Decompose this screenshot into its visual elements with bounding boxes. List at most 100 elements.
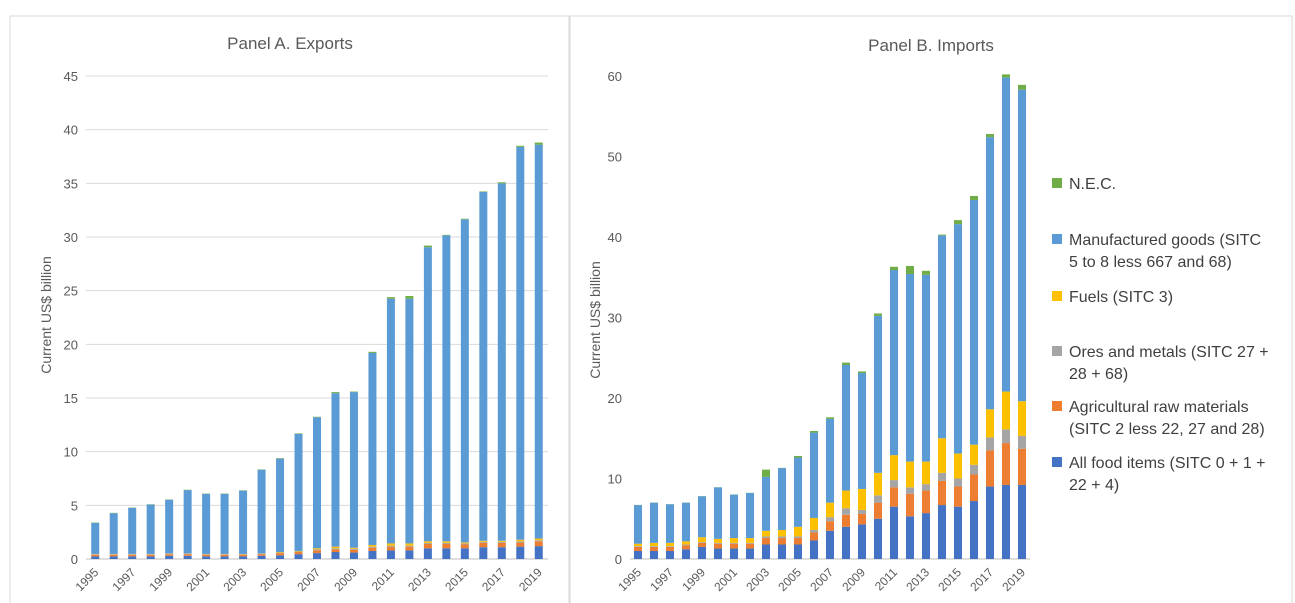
panel-b-bar-2011-series-1	[890, 487, 898, 507]
panel-a-bar-1997-series-0	[128, 556, 137, 559]
panel-a-bar-2008-series-4	[331, 393, 340, 547]
panel-b-bar-2008-series-4	[842, 364, 850, 491]
panel-b-bar-2010-series-4	[874, 315, 882, 473]
panel-b-bar-2004-series-1	[778, 538, 786, 545]
panel-b-bar-2006-series-3	[810, 517, 818, 531]
panel-b-bar-1996-series-1	[650, 546, 658, 551]
panel-b-bar-2004-series-2	[778, 536, 786, 539]
panel-a-bar-2007-series-4	[313, 417, 321, 549]
panel-a-bar-2001-series-0	[202, 556, 211, 559]
panel-a-bar-2018-series-3	[516, 539, 525, 542]
panel-b-bar-2009-series-2	[858, 509, 866, 514]
panel-b-bar-1996-series-4	[650, 502, 658, 543]
panel-b-bar-1999-series-2	[698, 542, 706, 543]
panel-a-y-tick-label: 40	[64, 123, 78, 138]
panel-b-bar-2016-series-0	[970, 501, 978, 559]
panel-b-bar-1996-series-3	[650, 542, 658, 547]
panel-b-bar-2017-series-2	[986, 437, 994, 451]
panel-b-bar-2017-series-4	[986, 137, 994, 410]
panel-b-bar-2013-series-1	[922, 490, 930, 514]
legend-label-fuels: Fuels (SITC 3)	[1069, 289, 1173, 306]
panel-b-bar-2000-series-2	[714, 542, 722, 544]
panel-b-bar-2014-series-3	[938, 438, 946, 473]
panel-b-bar-2008-series-5	[842, 362, 850, 365]
panel-a-bar-2011-series-5	[386, 297, 395, 299]
panel-a-bar-2014-series-3	[442, 541, 451, 543]
legend-swatch-agri	[1052, 401, 1062, 411]
panel-a-bar-2019-series-1	[534, 541, 543, 547]
panel-b-y-tick-label: 0	[615, 552, 622, 567]
panel-b-bar-2019-series-4	[1018, 89, 1026, 402]
panel-b-bar-2014-series-1	[938, 480, 946, 506]
panel-a-bar-2005-series-0	[276, 555, 285, 559]
panel-a-y-tick-label: 25	[64, 284, 78, 299]
panel-a-bar-2008-series-1	[331, 549, 340, 553]
panel-b-bar-2008-series-0	[842, 526, 850, 559]
panel-b-bar-1997-series-4	[666, 504, 674, 543]
panel-a-y-tick-label: 5	[71, 498, 78, 513]
panel-b-bar-2009-series-5	[858, 371, 866, 374]
panel-a-bar-2006-series-0	[294, 554, 303, 559]
panel-b-bar-2002-series-2	[746, 542, 754, 544]
panel-a-bar-2011-series-4	[386, 298, 395, 544]
panel-a-bar-2009-series-4	[349, 392, 358, 548]
panel-a-bar-2015-series-0	[460, 548, 469, 559]
panel-a-bar-1997-series-4	[128, 507, 137, 554]
panel-b-bar-2010-series-2	[874, 495, 882, 503]
panel-a-bar-2012-series-2	[405, 545, 414, 547]
legend-swatch-ores	[1052, 346, 1062, 356]
panel-a-bar-2000-series-1	[183, 554, 192, 556]
panel-b-bar-2010-series-5	[874, 313, 882, 316]
panel-b-bar-2013-series-5	[922, 270, 930, 275]
panel-b-bar-1996-series-2	[650, 546, 658, 547]
panel-b-bar-1998-series-2	[682, 544, 690, 546]
panel-b-bar-2012-series-0	[906, 516, 914, 559]
panel-a-bar-2003-series-4	[239, 490, 248, 554]
panel-a-bar-2005-series-2	[276, 552, 285, 554]
panel-a-bar-2002-series-0	[220, 556, 229, 559]
panel-a-y-tick-label: 45	[64, 69, 78, 84]
panel-b-bar-1996-series-0	[650, 550, 658, 559]
panel-a-bar-2004-series-0	[257, 555, 266, 559]
panel-a-bar-1999-series-4	[165, 499, 174, 554]
panel-a-bar-2011-series-0	[386, 550, 395, 559]
panel-b-y-tick-label: 10	[608, 472, 622, 487]
panel-a-bar-2000-series-4	[183, 490, 192, 554]
panel-a-bar-2015-series-3	[460, 542, 469, 544]
panel-b-bar-2006-series-5	[810, 431, 818, 433]
panel-b-y-tick-label: 50	[608, 150, 622, 165]
panel-a-bar-1996-series-1	[109, 554, 118, 557]
panel-a-bar-2006-series-3	[294, 550, 303, 552]
panel-b-bar-2016-series-4	[970, 199, 978, 445]
panel-a-bar-2011-series-2	[386, 545, 395, 547]
panel-b-bar-1995-series-3	[634, 543, 642, 547]
panel-a-bar-2001-series-1	[202, 554, 211, 557]
panel-b-bar-2004-series-3	[778, 530, 786, 537]
panel-a-bar-1995-series-1	[91, 554, 100, 557]
panel-a-bar-1996-series-2	[109, 554, 118, 555]
panel-a-bar-1995-series-4	[91, 522, 100, 554]
panel-a-bar-2010-series-0	[368, 550, 377, 559]
panel-b-bar-2013-series-4	[922, 274, 930, 462]
panel-a-bar-2017-series-2	[497, 541, 506, 543]
panel-b-y-tick-label: 30	[608, 311, 622, 326]
legend-label-agri: Agricultural raw materials	[1069, 399, 1249, 416]
panel-a-bar-2018-series-2	[516, 541, 525, 543]
panel-a-bar-2011-series-1	[386, 546, 395, 551]
panel-a-bar-2017-series-0	[497, 547, 506, 559]
panel-a-bar-2018-series-5	[516, 145, 525, 147]
panel-a-bar-2017-series-1	[497, 542, 506, 548]
panel-b-bar-2008-series-3	[842, 490, 850, 509]
panel-b-bar-2008-series-1	[842, 514, 850, 527]
panel-b-bar-2001-series-3	[730, 538, 738, 543]
panel-b-bar-2016-series-3	[970, 444, 978, 465]
panel-a-bar-1998-series-2	[146, 554, 155, 555]
panel-a-y-axis-label: Current US$ billion	[38, 256, 54, 374]
panel-a-title: Panel A. Exports	[227, 34, 353, 53]
legend-swatch-manufactured	[1052, 234, 1062, 244]
panel-a-bar-2013-series-2	[423, 542, 432, 544]
panel-b-bar-2003-series-2	[762, 536, 770, 539]
panel-a-bar-2016-series-4	[479, 191, 488, 541]
